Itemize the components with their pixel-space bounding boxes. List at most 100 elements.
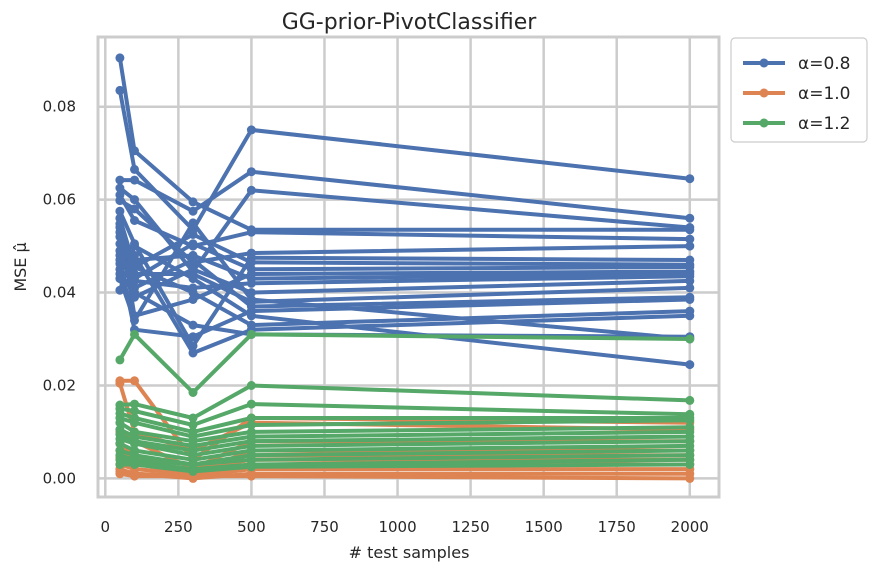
data-point: [685, 295, 695, 304]
data-point: [685, 473, 695, 483]
data-point: [188, 197, 198, 207]
data-point: [130, 399, 139, 409]
plot-frame: [96, 35, 721, 499]
data-point: [188, 206, 198, 216]
legend-swatch-marker: [759, 88, 769, 98]
data-point: [115, 378, 125, 388]
data-point: [685, 276, 695, 286]
data-point: [246, 278, 256, 288]
data-point: [246, 420, 256, 430]
data-point: [188, 320, 198, 330]
x-tick-label: 1000: [378, 518, 416, 536]
data-point: [685, 174, 695, 184]
data-point: [188, 230, 198, 239]
data-point: [115, 285, 125, 295]
series-layer: [115, 53, 695, 483]
data-point: [130, 315, 139, 325]
y-tick-label: 0.02: [43, 376, 76, 394]
data-point: [188, 388, 198, 397]
data-point: [188, 348, 198, 358]
data-point: [130, 471, 139, 481]
x-tick-label: 250: [164, 518, 193, 536]
data-point: [246, 413, 256, 423]
data-point: [130, 376, 139, 386]
data-point: [115, 53, 125, 63]
data-point: [130, 175, 139, 185]
y-axis-label: MSE μ̂: [11, 242, 30, 291]
data-point: [246, 311, 256, 321]
data-point: [115, 175, 125, 185]
y-tick-label: 0.04: [43, 284, 76, 302]
data-point: [246, 295, 256, 304]
data-point: [685, 415, 695, 425]
data-point: [685, 234, 695, 244]
data-point: [246, 167, 256, 177]
legend-label: α=1.2: [798, 114, 851, 134]
data-point: [130, 269, 139, 279]
data-point: [115, 355, 125, 365]
data-point: [115, 85, 125, 95]
data-point: [188, 239, 198, 249]
data-point: [188, 218, 198, 228]
data-point: [188, 295, 198, 304]
x-tick-labels: 0 250 500 750 1000 1250 1500 1750 2000: [101, 518, 709, 536]
x-tick-label: 500: [237, 518, 266, 536]
data-point: [685, 395, 695, 405]
data-point: [130, 262, 139, 272]
data-point: [246, 329, 256, 339]
data-point: [246, 471, 256, 481]
data-point: [188, 255, 198, 265]
data-point: [115, 439, 125, 449]
series-2: [115, 329, 695, 476]
data-point: [188, 420, 198, 430]
data-point: [246, 257, 256, 267]
data-point: [685, 283, 695, 293]
legend-label: α=0.8: [798, 54, 851, 74]
data-point: [685, 241, 695, 251]
chart-title: GG-prior-PivotClassifier: [282, 10, 538, 35]
data-point: [188, 274, 198, 284]
data-point: [685, 311, 695, 321]
data-point: [115, 232, 125, 242]
y-tick-label: 0.08: [43, 98, 76, 116]
data-point: [246, 381, 256, 390]
data-point: [130, 418, 139, 428]
data-point: [130, 406, 139, 416]
data-point: [115, 469, 125, 479]
data-point: [115, 183, 125, 193]
x-axis-label: # test samples: [349, 543, 470, 562]
data-point: [685, 223, 695, 232]
legend-swatch-marker: [759, 58, 769, 68]
x-tick-label: 750: [310, 518, 339, 536]
data-point: [115, 418, 125, 428]
series-0: [115, 53, 695, 370]
data-point: [685, 460, 695, 469]
data-point: [130, 241, 139, 251]
y-tick-labels: 0.00 0.02 0.04 0.06 0.08: [43, 98, 76, 488]
x-tick-label: 1250: [452, 518, 490, 536]
legend-label: α=1.0: [798, 84, 851, 104]
y-tick-label: 0.06: [43, 191, 76, 209]
legend-swatch-marker: [759, 118, 769, 128]
data-point: [130, 329, 139, 339]
data-point: [115, 206, 125, 216]
y-tick-label: 0.00: [43, 469, 76, 487]
data-point: [246, 185, 256, 195]
data-point: [685, 360, 695, 370]
data-point: [130, 195, 139, 205]
data-point: [188, 288, 198, 298]
x-tick-label: 1750: [598, 518, 636, 536]
data-point: [115, 196, 125, 206]
data-point: [246, 125, 256, 135]
x-tick-label: 0: [101, 518, 111, 536]
data-point: [246, 227, 256, 237]
x-tick-label: 2000: [671, 518, 709, 536]
data-point: [130, 460, 139, 469]
x-tick-label: 1500: [525, 518, 563, 536]
data-point: [188, 466, 198, 476]
data-point: [685, 334, 695, 344]
data-point: [246, 462, 256, 472]
data-point: [115, 460, 125, 469]
data-point: [130, 439, 139, 449]
